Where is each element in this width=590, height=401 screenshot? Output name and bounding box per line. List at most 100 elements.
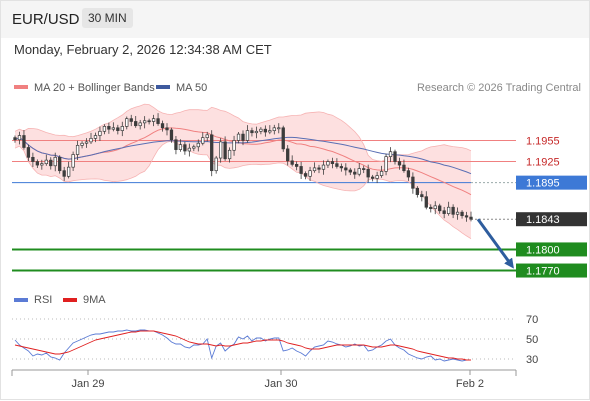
rsi-ma-legend-swatch (63, 298, 77, 302)
candle-body (44, 159, 48, 165)
candle-body (254, 130, 259, 134)
candle-body (138, 122, 142, 127)
candle-body (263, 128, 268, 133)
pivot-label-box (516, 175, 587, 190)
header-bar: EUR/USD 30 MIN (1, 1, 589, 38)
candle-body (174, 139, 178, 150)
candle-body (370, 176, 375, 179)
candle-body (464, 215, 469, 218)
candle-body (62, 170, 66, 177)
support-label-1.1770: 1.1770 (526, 266, 560, 278)
candle-body (397, 161, 402, 166)
candle-body (17, 135, 22, 141)
rsi-level-label-50: 50 (526, 334, 538, 346)
candle-body (446, 206, 451, 214)
candle-body (442, 210, 446, 214)
candle-body (35, 161, 40, 166)
rsi-ma-line (14, 330, 471, 361)
candle-body (71, 154, 75, 168)
candle-body (22, 135, 26, 148)
pivot-label: 1.1895 (526, 178, 560, 190)
candle-body (178, 144, 183, 150)
candle-body (241, 133, 245, 141)
candle-body (250, 130, 254, 134)
candle-body (281, 127, 285, 150)
candle-body (84, 141, 89, 144)
candle-body (469, 216, 473, 220)
candle-body (335, 163, 339, 167)
candle-body (26, 147, 31, 158)
candle-body (160, 123, 165, 129)
support-label-box-1.1800 (516, 242, 587, 257)
candle-body (31, 156, 35, 162)
candle-body (147, 120, 151, 123)
support-label-1.1800: 1.1800 (526, 244, 560, 256)
last-price-label: 1.1843 (526, 214, 560, 226)
last-price-label-box (516, 212, 587, 227)
candle-body (227, 149, 232, 160)
ma20-legend-swatch (14, 85, 28, 89)
datetime-label: Monday, February 2, 2026 12:34:38 AM CET (14, 42, 272, 57)
candle-body (268, 130, 272, 133)
candle-body (424, 196, 428, 208)
credit-label: Research © 2026 Trading Central (417, 82, 581, 94)
candle-body (366, 168, 370, 178)
x-tick-label-2: Feb 2 (456, 378, 484, 390)
candle-body (455, 211, 460, 215)
candle-body (388, 151, 393, 157)
bollinger-lower-line (14, 140, 472, 240)
candle-body (411, 176, 415, 189)
rsi-legend-label: RSI (34, 294, 52, 306)
support-label-box-1.1770 (516, 263, 587, 278)
candle-body (245, 130, 250, 141)
candle-body (344, 167, 348, 171)
candle-body (187, 147, 192, 152)
candle-body (196, 142, 200, 148)
rsi-level-label-70: 70 (526, 314, 538, 326)
candle-body (321, 164, 326, 170)
candle-body (415, 187, 420, 195)
rsi-ma-legend-label: 9MA (83, 294, 106, 306)
candle-body (201, 137, 205, 144)
candle-body (384, 156, 388, 172)
candle-body (89, 137, 93, 143)
resistance-label-1.1955: 1.1955 (526, 135, 560, 147)
candle-body (232, 140, 236, 151)
timeframe-button[interactable]: 30 MIN (82, 8, 133, 28)
candle-body (75, 145, 80, 155)
candle-body (169, 129, 174, 141)
candle-body (277, 127, 281, 130)
candle-body (348, 169, 352, 173)
ma20-legend-label: MA 20 + Bollinger Bands (34, 82, 155, 94)
candle-body (66, 166, 71, 177)
candle-body (308, 170, 312, 177)
candle-body (375, 175, 379, 179)
ma50-legend-label: MA 50 (176, 82, 207, 94)
candle-body (111, 127, 116, 130)
candle-body (406, 170, 411, 178)
candle-body (236, 133, 241, 141)
bollinger-band-fill (15, 104, 471, 239)
candle-body (438, 205, 442, 212)
candle-body (362, 168, 366, 170)
candle-body (13, 137, 17, 141)
candle-body (214, 157, 218, 172)
candle-body (116, 127, 120, 131)
candle-body (183, 144, 187, 152)
candle-body (205, 134, 209, 138)
candle-body (420, 194, 424, 198)
symbol-label: EUR/USD (12, 11, 80, 28)
candle-body (107, 126, 111, 130)
candle-body (303, 173, 308, 177)
candle-body (102, 126, 107, 132)
candle-body (294, 164, 299, 167)
candle-body (58, 156, 62, 172)
rsi-legend-swatch (14, 298, 28, 302)
ma50-legend-swatch (156, 85, 170, 89)
candle-body (98, 130, 102, 136)
resistance-label-1.1925: 1.1925 (526, 157, 560, 169)
x-tick-label-0: Jan 29 (71, 378, 104, 390)
candle-body (393, 151, 397, 162)
